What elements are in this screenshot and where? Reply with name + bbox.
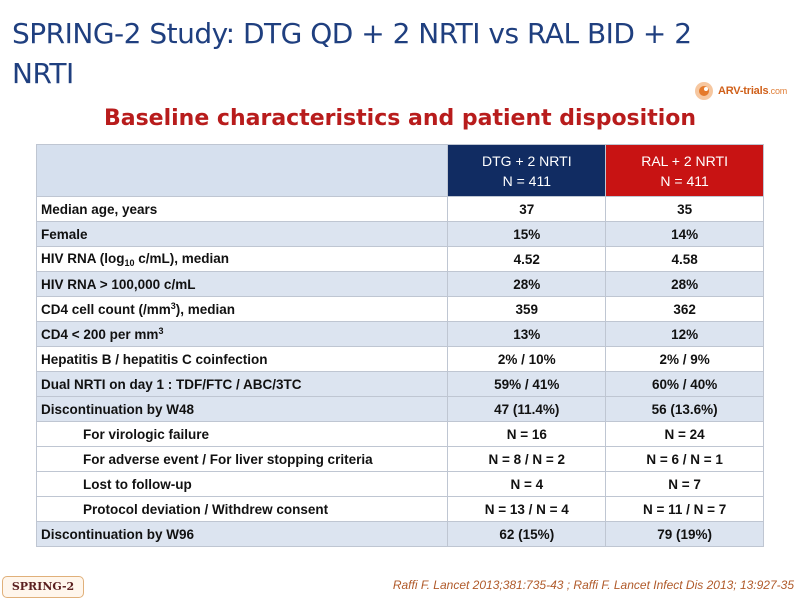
slide-subtitle: Baseline characteristics and patient dis… — [103, 106, 697, 131]
row-label-discontinuation-w48: Discontinuation by W48 — [35, 396, 449, 422]
table-row: Lost to follow-up N = 4 N = 7 — [35, 471, 764, 497]
header-ral-arm: RAL + 2 NRTI N = 411 — [605, 144, 764, 197]
ral-value: 28% — [605, 271, 764, 297]
ral-value: 35 — [605, 196, 764, 222]
dtg-value: N = 4 — [447, 471, 607, 497]
dtg-value: 4.52 — [447, 246, 607, 272]
reference-citation: Raffi F. Lancet 2013;381:735-43 ; Raffi … — [392, 578, 794, 592]
dtg-value: 2% / 10% — [447, 346, 607, 372]
label-subscript: 10 — [124, 257, 135, 268]
ral-value: 12% — [605, 321, 764, 347]
label-superscript: 3 — [158, 326, 164, 336]
study-badge: SPRING-2 — [2, 576, 84, 598]
dtg-value: 47 (11.4%) — [447, 396, 607, 422]
slide-title: SPRING-2 Study: DTG QD + 2 NRTI vs RAL B… — [12, 17, 692, 90]
ral-value: 14% — [605, 221, 764, 247]
table-row: HIV RNA (log10 c/mL), median 4.52 4.58 — [35, 246, 764, 272]
logo-tld: .com — [768, 86, 788, 96]
ral-value: 2% / 9% — [605, 346, 764, 372]
label-post: c/mL), median — [134, 250, 230, 266]
ral-value: 56 (13.6%) — [605, 396, 764, 422]
table-row: CD4 < 200 per mm3 13% 12% — [35, 321, 764, 347]
label-pre: HIV RNA (log — [41, 250, 125, 266]
row-label-adverse-event: For adverse event / For liver stopping c… — [35, 446, 449, 472]
label-superscript: 3 — [170, 301, 176, 311]
row-label-hiv-rna-log: HIV RNA (log10 c/mL), median — [35, 246, 449, 272]
logo-text: ARV-trials.com — [718, 85, 787, 97]
label-pre: CD4 < 200 per mm — [41, 327, 159, 342]
baseline-characteristics-table: DTG + 2 NRTI N = 411 RAL + 2 NRTI N = 41… — [35, 144, 764, 547]
row-label-lost-to-follow-up: Lost to follow-up — [35, 471, 449, 497]
dtg-value: 28% — [447, 271, 607, 297]
dtg-value: 359 — [447, 296, 607, 322]
row-label-hiv-rna-100k: HIV RNA > 100,000 c/mL — [35, 271, 449, 297]
table-row: Female 15% 14% — [35, 221, 764, 247]
ral-value: N = 7 — [605, 471, 764, 497]
label-pre: CD4 cell count (/mm — [41, 302, 171, 317]
ral-value: N = 11 / N = 7 — [605, 496, 764, 522]
table-row: HIV RNA > 100,000 c/mL 28% 28% — [35, 271, 764, 297]
header-ral-label: RAL + 2 NRTI — [641, 152, 728, 169]
ral-value: N = 24 — [605, 421, 764, 447]
row-label-virologic-failure: For virologic failure — [35, 421, 449, 447]
row-label-hepatitis: Hepatitis B / hepatitis C coinfection — [35, 346, 449, 372]
label-post: ), median — [175, 302, 236, 317]
dtg-value: N = 8 / N = 2 — [447, 446, 607, 472]
ral-value: 4.58 — [605, 246, 764, 272]
table-row: Hepatitis B / hepatitis C coinfection 2%… — [35, 346, 764, 372]
header-dtg-n: N = 411 — [502, 172, 551, 189]
dtg-value: 13% — [447, 321, 607, 347]
table-row: Dual NRTI on day 1 : TDF/FTC / ABC/3TC 5… — [35, 371, 764, 397]
dtg-value: N = 13 / N = 4 — [447, 496, 607, 522]
row-label-cd4-under-200: CD4 < 200 per mm3 — [35, 321, 449, 347]
header-ral-n: N = 411 — [660, 172, 709, 189]
header-blank-cell — [35, 144, 449, 197]
header-dtg-arm: DTG + 2 NRTI N = 411 — [447, 144, 607, 197]
header-dtg-label: DTG + 2 NRTI — [482, 152, 572, 169]
table-row: CD4 cell count (/mm3), median 359 362 — [35, 296, 764, 322]
table-row: Protocol deviation / Withdrew consent N … — [35, 496, 764, 522]
ral-value: 362 — [605, 296, 764, 322]
table-row: Discontinuation by W96 62 (15%) 79 (19%) — [35, 521, 764, 547]
row-label-discontinuation-w96: Discontinuation by W96 — [35, 521, 449, 547]
ral-value: 60% / 40% — [605, 371, 764, 397]
table-row: Median age, years 37 35 — [35, 196, 764, 222]
arv-trials-logo-icon — [692, 79, 716, 103]
dtg-value: N = 16 — [447, 421, 607, 447]
dtg-value: 62 (15%) — [447, 521, 607, 547]
dtg-value: 59% / 41% — [447, 371, 607, 397]
logo-name: ARV-trials — [718, 85, 769, 97]
table-row: Discontinuation by W48 47 (11.4%) 56 (13… — [35, 396, 764, 422]
table-row: For virologic failure N = 16 N = 24 — [35, 421, 764, 447]
row-label-dual-nrti: Dual NRTI on day 1 : TDF/FTC / ABC/3TC — [35, 371, 449, 397]
arv-trials-logo: ARV-trials.com — [692, 74, 800, 108]
table-header-row: DTG + 2 NRTI N = 411 RAL + 2 NRTI N = 41… — [35, 144, 764, 197]
dtg-value: 37 — [447, 196, 607, 222]
ral-value: N = 6 / N = 1 — [605, 446, 764, 472]
row-label-median-age: Median age, years — [35, 196, 449, 222]
row-label-protocol-deviation: Protocol deviation / Withdrew consent — [35, 496, 449, 522]
ral-value: 79 (19%) — [605, 521, 764, 547]
dtg-value: 15% — [447, 221, 607, 247]
table-row: For adverse event / For liver stopping c… — [35, 446, 764, 472]
row-label-female: Female — [35, 221, 449, 247]
row-label-cd4-median: CD4 cell count (/mm3), median — [35, 296, 449, 322]
